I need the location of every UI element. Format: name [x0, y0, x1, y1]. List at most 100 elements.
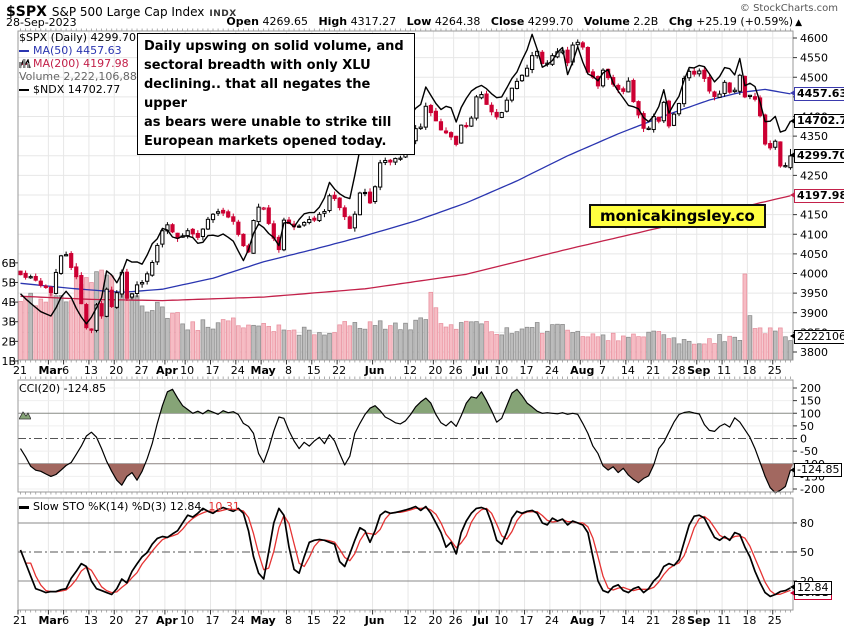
volume-bar [479, 323, 484, 361]
candle [89, 328, 94, 331]
candle [494, 111, 499, 118]
volume-bar [676, 343, 682, 361]
volume-bar [296, 334, 302, 361]
date-label: 22 [332, 364, 346, 377]
volume-bar [382, 328, 388, 361]
date-label: 8 [285, 614, 292, 627]
volume-bar [23, 295, 28, 361]
candle [631, 79, 636, 103]
volume-bar [251, 324, 256, 361]
volume-bar [271, 331, 277, 361]
candle [454, 135, 459, 145]
volume-bar [772, 330, 778, 361]
date-label: 21 [646, 364, 660, 377]
volume-bar [231, 317, 236, 361]
volume-bar [671, 337, 677, 361]
date-label: Jul [472, 364, 489, 377]
date-label: May [251, 364, 276, 377]
volume-bar [63, 301, 69, 361]
candle [302, 221, 307, 226]
volume-bar [570, 332, 575, 361]
volume-bar [377, 320, 383, 361]
volume-bar [747, 315, 753, 361]
candle [727, 82, 732, 93]
volume-bar [605, 340, 611, 361]
volume-bar [33, 305, 39, 361]
cci-axis-tag: -124.85 [790, 463, 843, 478]
candle [99, 303, 104, 317]
sto-axis-label: 80 [800, 517, 814, 530]
candle [428, 104, 433, 114]
volume-bar [352, 322, 358, 361]
candle [231, 216, 236, 222]
volume-bar [362, 328, 368, 361]
price-axis-label: 4600 [800, 32, 828, 45]
candle [205, 218, 211, 230]
candle [134, 284, 140, 295]
candle [692, 70, 697, 75]
volume-bar [225, 320, 231, 361]
volume-bar [762, 333, 768, 361]
volume-bars [18, 269, 793, 361]
volume-bar [322, 334, 327, 361]
volume-bar [752, 328, 758, 361]
candle [418, 126, 423, 130]
candle [742, 75, 747, 98]
volume-bar [788, 340, 793, 361]
date-label: 27 [135, 614, 149, 627]
candle [145, 273, 150, 282]
candle [190, 228, 195, 235]
ma50-line-icon [19, 50, 29, 52]
date-label: 10 [180, 364, 194, 377]
candle [28, 276, 33, 279]
volume-bar [631, 333, 636, 361]
volume-bar [783, 336, 788, 361]
candle [373, 186, 378, 203]
candle [489, 104, 494, 113]
volume-axis: 1B 2B 3B 4B 5B 6B [1, 257, 18, 368]
candle [469, 117, 474, 127]
volume-bar [129, 293, 135, 361]
quote-bar: Open 4269.65 High 4317.27 Low 4264.38 Cl… [219, 15, 802, 28]
legend-volume: Volume 2,222,106,880 [19, 59, 144, 83]
price-axis-label: 3800 [800, 346, 828, 359]
high-label: High [318, 15, 348, 28]
date-label: 25 [768, 614, 782, 627]
price-axis-label: 4350 [800, 130, 828, 143]
volume-bar [200, 319, 206, 361]
volume-bar [393, 322, 398, 361]
volume-bar [185, 329, 190, 361]
volume-bar [205, 326, 211, 361]
volume-bar [697, 343, 702, 361]
date-label: 18 [742, 614, 756, 627]
volume-bar [18, 300, 23, 361]
volume-bar [636, 336, 641, 361]
volume-bar [767, 327, 773, 361]
sto-k-line [19, 505, 791, 598]
date-label: 15 [307, 614, 321, 627]
volume-bar [139, 305, 145, 361]
candle [651, 116, 656, 131]
candle [423, 105, 428, 128]
price-axis-label: 4100 [800, 228, 828, 241]
candle [64, 254, 69, 257]
volume-bar [555, 323, 560, 361]
volume-bar [155, 301, 160, 361]
date-label: 27 [135, 364, 149, 377]
candle [509, 87, 514, 101]
open-value: 4269.65 [262, 15, 308, 28]
volume-bar [550, 324, 555, 361]
volume-bar [443, 326, 449, 361]
volume-bar [580, 336, 586, 361]
volume-bar [448, 324, 454, 361]
volume-bar [469, 321, 474, 361]
candle [459, 124, 464, 144]
volume-bar [372, 325, 378, 361]
candle [661, 101, 666, 122]
date-label: 24 [545, 614, 559, 627]
volume-bar [413, 319, 418, 361]
volume-axis-label: 2B [1, 335, 16, 348]
candle [773, 140, 778, 148]
volume-bar [514, 331, 520, 361]
price-axis-label: 4550 [800, 52, 828, 65]
